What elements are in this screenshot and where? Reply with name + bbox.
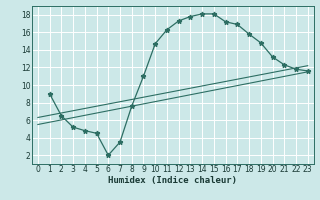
X-axis label: Humidex (Indice chaleur): Humidex (Indice chaleur)	[108, 176, 237, 185]
